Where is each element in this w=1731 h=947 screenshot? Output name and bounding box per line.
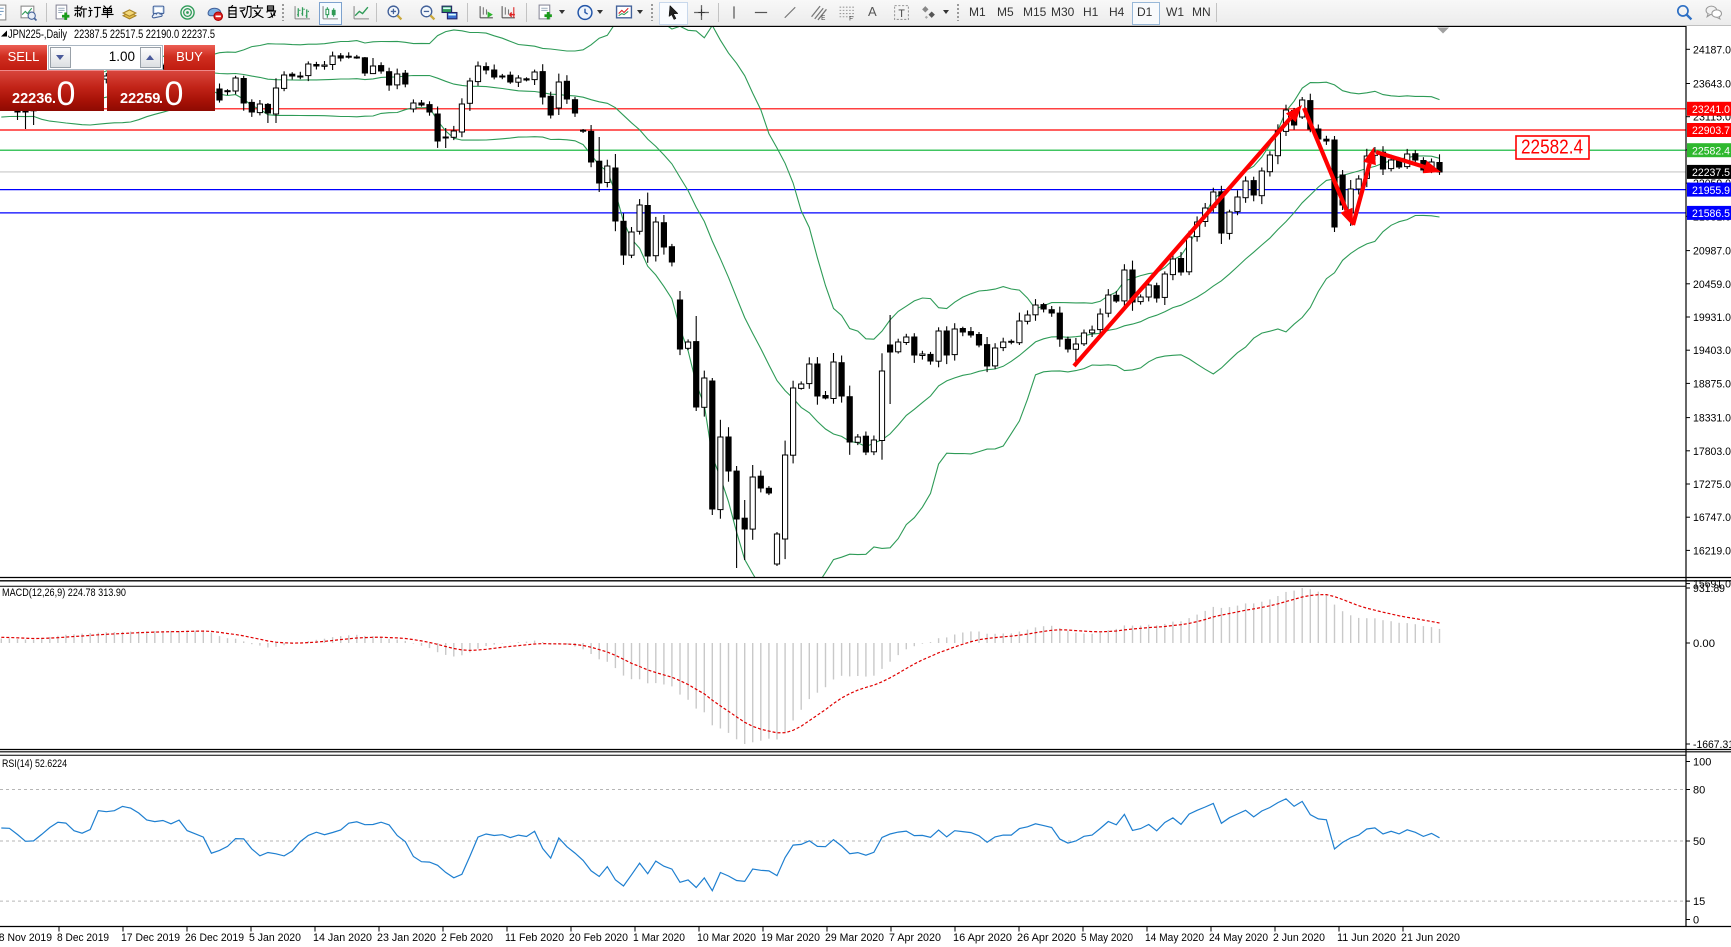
svg-text:28 Nov 2019: 28 Nov 2019 (0, 932, 52, 944)
svg-text:2 Jun 2020: 2 Jun 2020 (1273, 932, 1325, 944)
svg-text:20 Feb 2020: 20 Feb 2020 (569, 932, 628, 944)
svg-text:21586.5: 21586.5 (1692, 208, 1730, 220)
svg-text:11 Feb 2020: 11 Feb 2020 (505, 932, 564, 944)
svg-text:22903.7: 22903.7 (1692, 125, 1730, 137)
svg-text:100: 100 (1693, 757, 1711, 769)
svg-text:15: 15 (1693, 896, 1705, 908)
svg-text:26 Apr 2020: 26 Apr 2020 (1017, 932, 1076, 944)
svg-text:21 Jun 2020: 21 Jun 2020 (1401, 932, 1460, 944)
svg-text:16219.0: 16219.0 (1693, 545, 1731, 557)
svg-text:MACD(12,26,9) 224.78 313.90: MACD(12,26,9) 224.78 313.90 (2, 587, 126, 599)
svg-text:20987.0: 20987.0 (1693, 246, 1731, 258)
svg-text:0.00: 0.00 (1693, 638, 1715, 650)
svg-text:11 Jun 2020: 11 Jun 2020 (1337, 932, 1396, 944)
svg-text:17803.0: 17803.0 (1693, 446, 1731, 458)
svg-text:T: T (898, 8, 905, 20)
svg-text:24 May 2020: 24 May 2020 (1209, 932, 1268, 944)
svg-text:17275.0: 17275.0 (1693, 479, 1731, 491)
svg-text:19 Mar 2020: 19 Mar 2020 (761, 932, 820, 944)
svg-text:E: E (821, 15, 825, 21)
svg-text:F: F (849, 15, 853, 21)
svg-text:19403.0: 19403.0 (1693, 345, 1731, 357)
svg-text:931.89: 931.89 (1693, 583, 1725, 595)
svg-text:10 Mar 2020: 10 Mar 2020 (697, 932, 756, 944)
svg-text:26 Dec 2019: 26 Dec 2019 (185, 932, 244, 944)
svg-text:23241.0: 23241.0 (1692, 104, 1730, 116)
svg-text:20459.0: 20459.0 (1693, 279, 1731, 291)
svg-text:1 Mar 2020: 1 Mar 2020 (633, 932, 685, 944)
svg-text:29 Mar 2020: 29 Mar 2020 (825, 932, 884, 944)
svg-text:50: 50 (1693, 836, 1705, 848)
svg-text:21955.9: 21955.9 (1692, 185, 1730, 197)
svg-text:23643.0: 23643.0 (1693, 79, 1731, 91)
svg-text:80: 80 (1693, 785, 1705, 797)
svg-text:8 Dec 2019: 8 Dec 2019 (57, 932, 109, 944)
svg-text:19931.0: 19931.0 (1693, 312, 1731, 324)
svg-text:22237.5: 22237.5 (1692, 167, 1730, 179)
svg-text:16 Apr 2020: 16 Apr 2020 (953, 932, 1012, 944)
svg-text:17 Dec 2019: 17 Dec 2019 (121, 932, 180, 944)
svg-text:2 Feb 2020: 2 Feb 2020 (441, 932, 493, 944)
svg-text:5 Jan 2020: 5 Jan 2020 (249, 932, 301, 944)
svg-text:16747.0: 16747.0 (1693, 512, 1731, 524)
svg-text:0: 0 (1693, 915, 1699, 927)
svg-text:22582.4: 22582.4 (1692, 145, 1730, 157)
svg-text:24187.0: 24187.0 (1693, 44, 1731, 56)
svg-text:JPN225-,Daily: JPN225-,Daily (8, 29, 67, 41)
svg-text:23 Jan 2020: 23 Jan 2020 (377, 932, 436, 944)
svg-text:15691.0: 15691.0 (1693, 579, 1731, 591)
svg-text:18875.0: 18875.0 (1693, 378, 1731, 390)
svg-text:14 Jan 2020: 14 Jan 2020 (313, 932, 372, 944)
svg-text:-1667.31: -1667.31 (1693, 739, 1731, 751)
svg-text:5 May 2020: 5 May 2020 (1081, 932, 1133, 944)
svg-text:RSI(14) 52.6224: RSI(14) 52.6224 (2, 758, 67, 770)
svg-text:14 May 2020: 14 May 2020 (1145, 932, 1204, 944)
svg-text:22582.4: 22582.4 (1521, 137, 1583, 159)
svg-text:7 Apr 2020: 7 Apr 2020 (889, 932, 941, 944)
svg-text:18331.0: 18331.0 (1693, 413, 1731, 425)
svg-text:22387.5 22517.5 22190.0 22237.: 22387.5 22517.5 22190.0 22237.5 (74, 29, 215, 41)
